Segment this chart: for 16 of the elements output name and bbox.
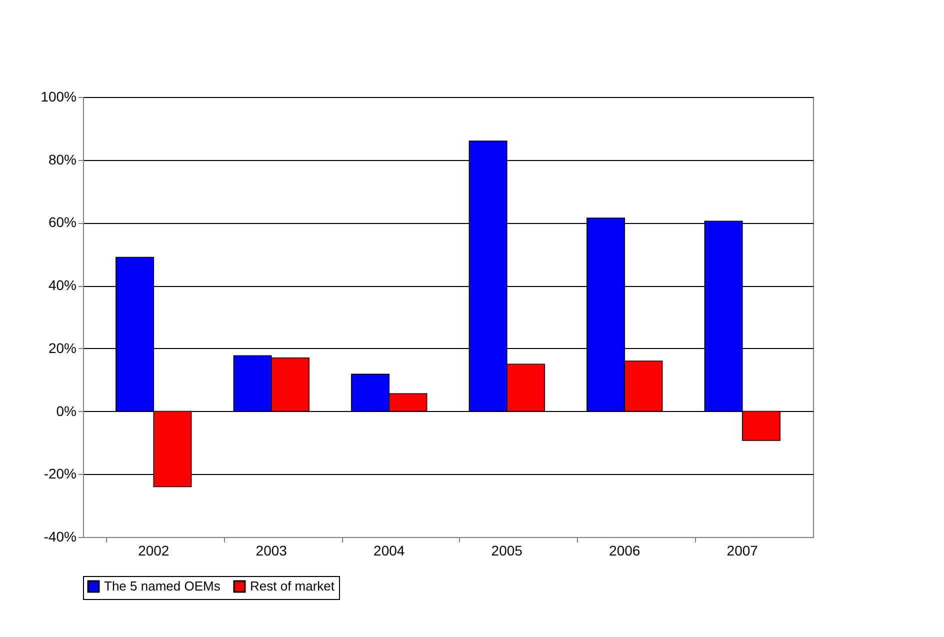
y-tick-label: 80% [48,151,76,168]
y-tick-label: 100% [40,88,76,104]
x-tick-label: 2004 [374,542,405,558]
y-tick-label: 60% [48,214,76,230]
x-tick-label: 2005 [491,542,523,558]
y-tick-label: 20% [48,340,76,356]
legend-label: The 5 named OEMs [104,578,221,594]
x-tick-label: 2007 [726,542,758,558]
y-tick-label: 40% [48,277,76,294]
x-tick-label: 2002 [138,542,170,558]
x-tick-label: 2006 [609,542,640,558]
y-tick-label: -40% [44,528,76,544]
y-tick-label: -20% [44,466,76,482]
legend-label: Rest of market [250,578,335,594]
y-tick-label: 0% [56,402,76,419]
x-tick-label: 2003 [256,542,288,558]
